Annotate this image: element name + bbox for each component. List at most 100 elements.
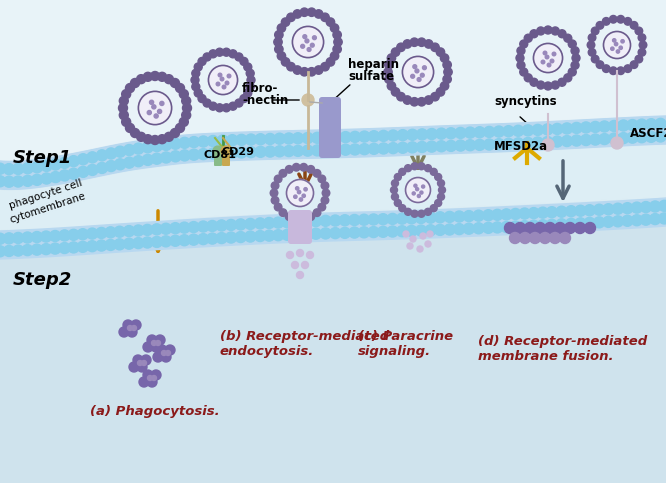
Circle shape xyxy=(403,40,412,48)
Circle shape xyxy=(546,219,557,230)
Circle shape xyxy=(286,213,293,220)
Circle shape xyxy=(609,120,619,131)
Bar xyxy=(0,100,666,110)
Circle shape xyxy=(176,124,184,132)
Circle shape xyxy=(425,212,436,223)
Circle shape xyxy=(141,360,147,366)
Circle shape xyxy=(127,326,133,330)
Circle shape xyxy=(588,48,596,56)
Circle shape xyxy=(286,180,314,207)
Text: CD81: CD81 xyxy=(204,150,237,160)
Circle shape xyxy=(413,65,417,69)
Circle shape xyxy=(270,189,278,197)
Circle shape xyxy=(3,245,15,256)
Circle shape xyxy=(192,83,200,91)
Circle shape xyxy=(0,163,5,174)
Circle shape xyxy=(359,131,370,142)
Circle shape xyxy=(115,146,126,157)
Circle shape xyxy=(530,78,538,86)
Circle shape xyxy=(627,132,638,143)
Circle shape xyxy=(300,8,308,16)
Circle shape xyxy=(394,173,402,181)
Circle shape xyxy=(322,189,330,197)
Circle shape xyxy=(624,65,631,72)
Circle shape xyxy=(151,71,159,81)
Bar xyxy=(0,320,666,330)
Circle shape xyxy=(330,24,339,32)
Circle shape xyxy=(321,132,332,143)
Circle shape xyxy=(300,215,308,223)
Circle shape xyxy=(50,159,61,170)
Text: MFSD2a: MFSD2a xyxy=(494,140,548,153)
Circle shape xyxy=(298,190,301,194)
Circle shape xyxy=(308,68,316,76)
Circle shape xyxy=(318,175,326,183)
Circle shape xyxy=(302,261,308,269)
Circle shape xyxy=(87,152,98,163)
Circle shape xyxy=(22,244,33,256)
Circle shape xyxy=(303,35,307,39)
Circle shape xyxy=(406,226,417,236)
Bar xyxy=(0,280,666,290)
Circle shape xyxy=(13,245,24,256)
Bar xyxy=(0,250,666,260)
Circle shape xyxy=(541,60,545,64)
Circle shape xyxy=(544,82,552,90)
Circle shape xyxy=(422,185,425,188)
Bar xyxy=(0,60,666,70)
Circle shape xyxy=(551,81,559,89)
Circle shape xyxy=(300,228,312,240)
Circle shape xyxy=(129,362,139,372)
Circle shape xyxy=(641,201,651,213)
Circle shape xyxy=(517,61,525,69)
FancyBboxPatch shape xyxy=(214,154,222,166)
Text: cytomembrane: cytomembrane xyxy=(8,191,87,225)
Circle shape xyxy=(122,90,131,99)
Circle shape xyxy=(424,40,433,48)
Circle shape xyxy=(49,230,61,242)
Circle shape xyxy=(559,232,571,243)
Circle shape xyxy=(424,165,432,171)
Circle shape xyxy=(147,375,153,381)
Circle shape xyxy=(542,139,554,151)
Circle shape xyxy=(41,231,51,242)
Circle shape xyxy=(368,131,380,142)
Circle shape xyxy=(300,163,308,171)
Circle shape xyxy=(435,225,446,235)
Circle shape xyxy=(454,211,465,222)
Circle shape xyxy=(147,111,151,114)
Circle shape xyxy=(96,240,107,251)
Circle shape xyxy=(151,136,159,144)
Circle shape xyxy=(387,226,398,237)
Circle shape xyxy=(584,205,595,216)
Circle shape xyxy=(207,220,218,231)
Circle shape xyxy=(274,38,282,46)
Circle shape xyxy=(217,135,228,146)
Circle shape xyxy=(188,137,199,148)
Circle shape xyxy=(143,155,153,165)
Circle shape xyxy=(621,40,624,43)
Circle shape xyxy=(638,34,646,42)
Circle shape xyxy=(613,39,616,42)
Circle shape xyxy=(349,227,360,238)
Circle shape xyxy=(143,342,153,352)
Circle shape xyxy=(151,370,161,380)
Circle shape xyxy=(420,73,424,77)
Circle shape xyxy=(22,232,33,243)
Circle shape xyxy=(618,120,629,131)
Text: ASCF2: ASCF2 xyxy=(630,127,666,140)
Circle shape xyxy=(310,43,314,47)
Circle shape xyxy=(77,242,89,252)
Circle shape xyxy=(387,54,396,62)
Circle shape xyxy=(198,221,208,232)
Circle shape xyxy=(368,214,379,225)
Circle shape xyxy=(564,34,572,42)
Circle shape xyxy=(182,111,190,120)
Circle shape xyxy=(571,135,582,146)
Text: fibro-: fibro- xyxy=(242,82,278,95)
Circle shape xyxy=(455,128,466,139)
Circle shape xyxy=(277,52,286,60)
Circle shape xyxy=(271,182,279,189)
Circle shape xyxy=(627,120,638,130)
Circle shape xyxy=(384,68,392,76)
